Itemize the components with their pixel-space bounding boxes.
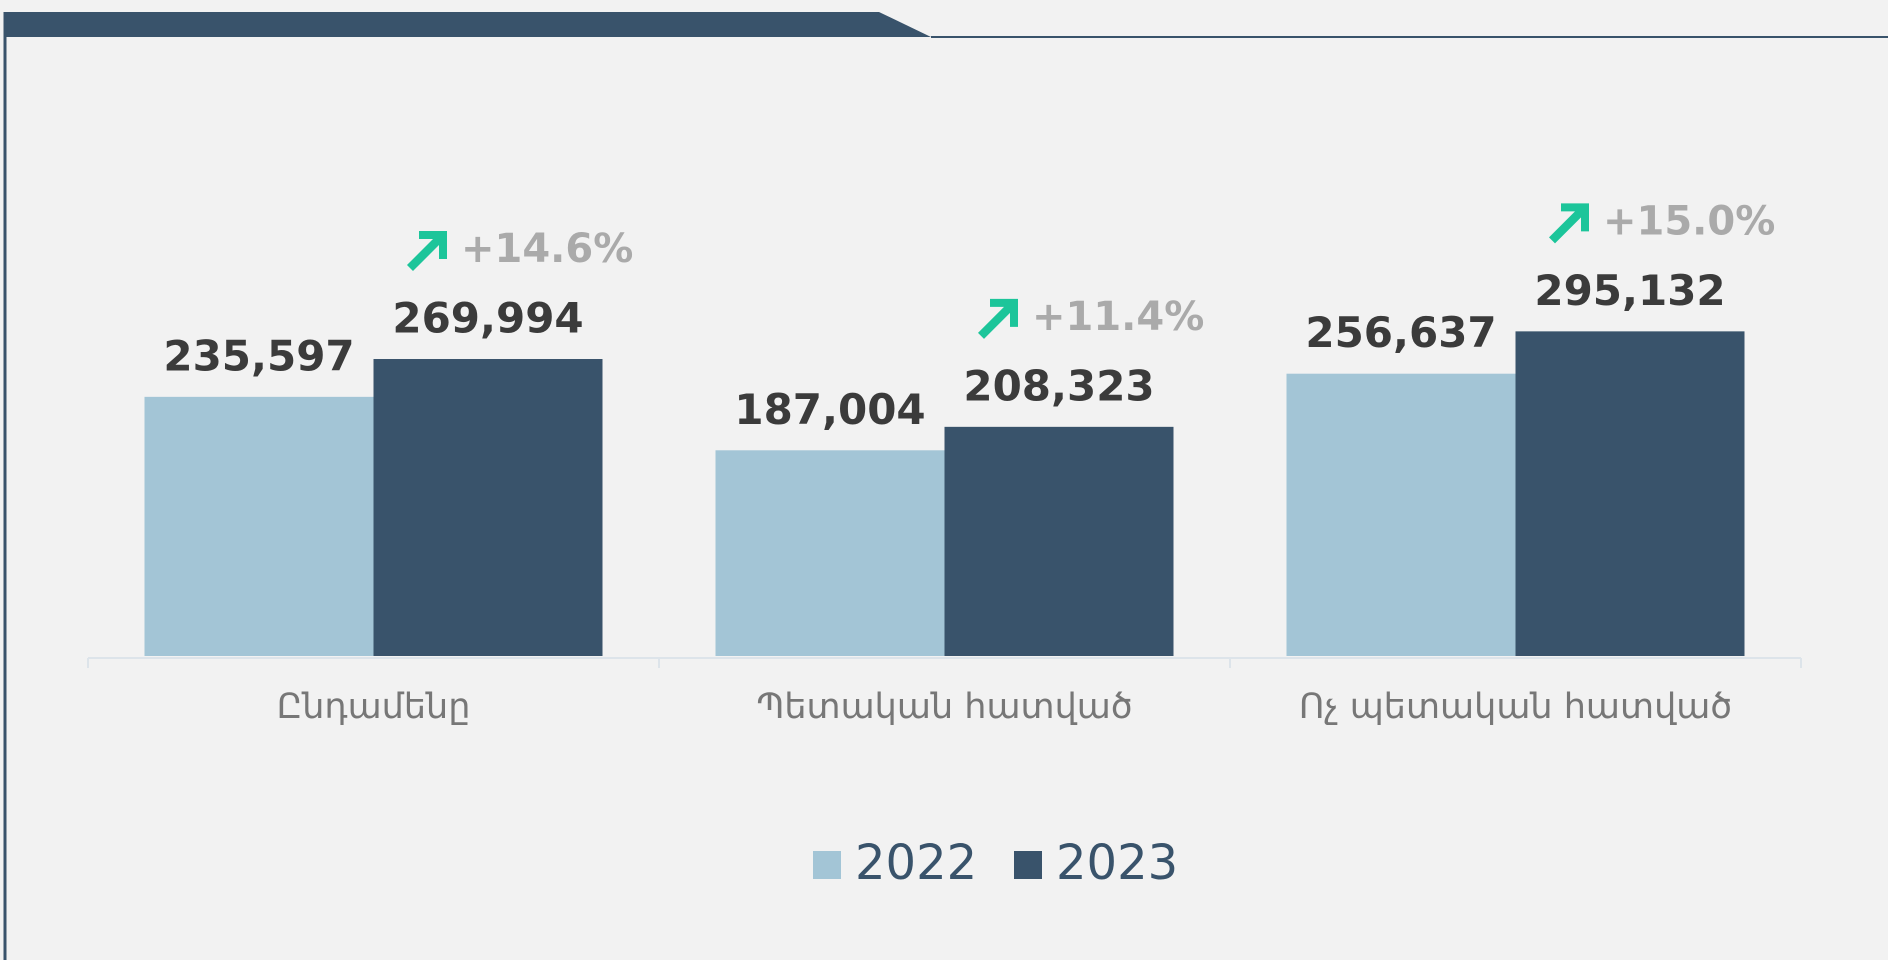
value-label: 187,004: [734, 385, 925, 434]
value-label: 295,132: [1534, 266, 1725, 315]
x-tick-label: Ընդամենը: [277, 687, 471, 727]
value-label: 235,597: [163, 331, 354, 380]
x-tick-label: Պետական հատված: [756, 687, 1132, 727]
growth-label: +14.6%: [461, 226, 633, 272]
value-label: 208,323: [963, 361, 1154, 410]
legend-label: 2023: [1056, 835, 1178, 891]
value-label: 256,637: [1305, 308, 1496, 357]
legend-swatch: [813, 851, 841, 879]
bar: [715, 450, 945, 656]
bar: [1286, 373, 1516, 656]
bar: [944, 426, 1174, 656]
growth-arrow: [1549, 203, 1589, 244]
x-tick-label: Ոչ պետական հատված: [1299, 687, 1732, 727]
growth-label: +15.0%: [1603, 198, 1775, 244]
growth-arrow: [407, 231, 447, 272]
value-label: 269,994: [392, 294, 583, 343]
legend-label: 2022: [855, 835, 977, 891]
growth-label: +11.4%: [1032, 294, 1204, 340]
growth-arrow: [978, 298, 1018, 339]
header-tab: [5, 12, 931, 37]
bar: [373, 359, 603, 656]
legend-swatch: [1014, 851, 1042, 879]
bar: [144, 396, 374, 656]
bar: [1515, 331, 1745, 656]
